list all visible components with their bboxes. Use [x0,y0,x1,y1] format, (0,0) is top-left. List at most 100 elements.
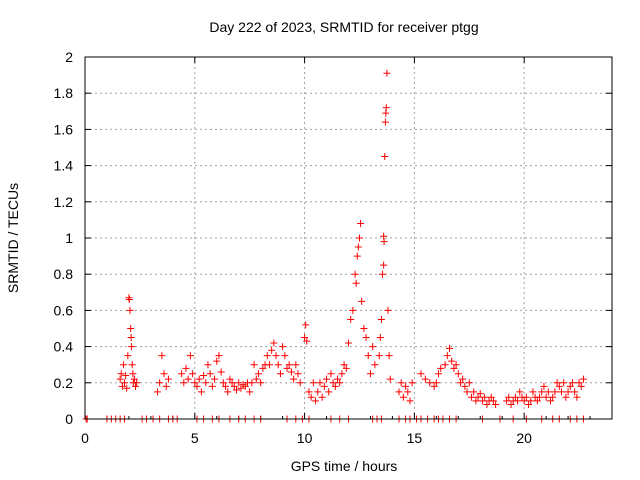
data-point [503,397,511,405]
tick-labels: 00.20.40.60.811.21.41.61.820 5 10 15 20 [54,49,533,446]
data-point [399,393,407,401]
data-point [237,384,245,392]
data-point [206,370,214,378]
data-point [542,393,550,401]
data-point [162,382,170,390]
data-point [215,352,223,360]
data-point [381,118,389,126]
data-point [555,382,563,390]
data-point [309,379,317,387]
data-point [338,370,346,378]
data-point [474,393,482,401]
data-point [450,364,458,372]
data-point [228,379,236,387]
data-point [430,382,438,390]
data-point [540,382,548,390]
y-tick-label: 2 [65,49,73,65]
data-point [360,325,368,332]
data-point [529,388,537,396]
data-point [312,397,320,405]
data-point [268,346,276,354]
data-point [342,364,350,372]
data-point [265,361,273,369]
data-point [382,104,390,112]
data-point [577,382,585,390]
data-point [241,382,249,390]
data-point [292,361,300,369]
x-tick-label: 0 [81,430,89,446]
y-tick-label: 1.8 [54,85,74,101]
data-point [213,357,221,365]
data-point [329,379,337,387]
data-point [118,382,126,390]
data-point [224,388,232,396]
y-tick-label: 1.4 [54,158,74,174]
data-point [383,69,391,77]
data-point [116,375,124,383]
data-point [448,357,456,365]
data-point [421,375,429,383]
data-point [318,393,326,401]
data-point [463,388,471,396]
data-point [432,379,440,387]
data-point [250,361,258,369]
data-point [182,364,190,372]
data-point [557,388,565,396]
data-point [478,397,486,405]
data-point [355,234,363,242]
data-point [544,388,552,396]
data-point [538,388,546,396]
data-point [476,390,484,398]
data-point [397,379,405,387]
data-point [452,361,460,369]
data-point [470,388,478,396]
data-point [380,261,388,269]
data-point [456,379,464,387]
data-point [301,334,309,342]
data-point [211,375,219,383]
data-point [305,388,313,396]
data-point [492,401,500,409]
data-point [564,388,572,396]
data-point [369,343,377,351]
data-point [281,352,289,360]
data-point [575,379,583,387]
data-point [316,379,324,387]
data-point [204,361,212,369]
data-point [303,337,311,345]
data-point [443,352,451,360]
data-point [489,397,497,405]
data-point [202,379,210,387]
data-point [178,370,186,378]
data-point [336,379,344,387]
data-point [334,375,342,383]
data-point [186,352,194,360]
data-point [435,370,443,378]
data-point [180,379,188,387]
data-point [307,393,315,401]
data-point [560,379,568,387]
data-point [385,352,393,360]
data-point [257,379,265,387]
data-point [481,393,489,401]
x-tick-label: 20 [516,430,532,446]
data-point [395,388,403,396]
data-point [219,379,227,387]
data-point [406,397,414,405]
data-point [276,370,284,378]
data-point [123,384,131,392]
data-point [124,352,132,360]
data-points [82,69,587,423]
data-point [287,368,295,376]
data-point [505,393,513,401]
data-point [547,397,555,405]
data-point [246,388,254,396]
data-point [270,339,278,347]
data-point [386,375,394,383]
data-point [566,382,574,390]
data-point [568,379,576,387]
data-point [290,375,298,383]
data-point [375,352,383,360]
data-point [402,382,410,390]
